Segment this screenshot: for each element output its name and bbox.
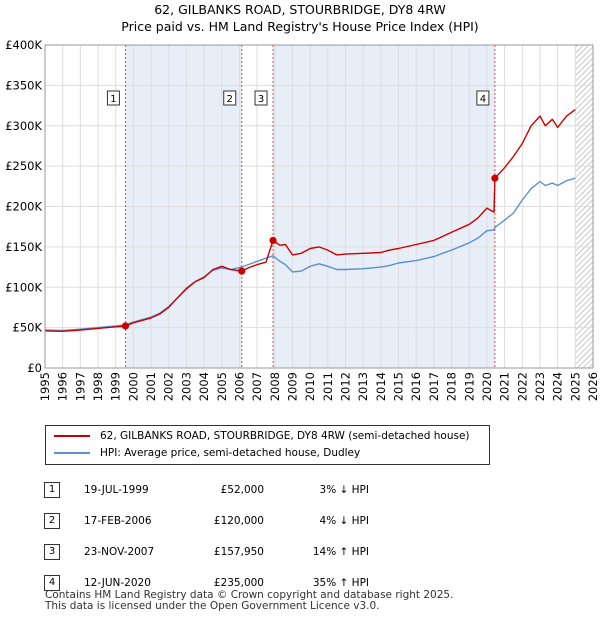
legend-label-property: 62, GILBANKS ROAD, STOURBRIDGE, DY8 4RW … (100, 430, 470, 442)
x-tick-label: 2006 (232, 372, 246, 401)
sale-number: 1 (44, 481, 60, 498)
y-tick-label: £150K (5, 240, 42, 254)
sale-label-box (106, 90, 120, 106)
x-tick-label: 2004 (197, 372, 211, 401)
sale-date: 19-JUL-1999 (84, 483, 149, 496)
x-tick-label: 1997 (73, 372, 87, 401)
legend-label-hpi: HPI: Average price, semi-detached house,… (100, 447, 361, 459)
sale-date: 12-JUN-2020 (84, 576, 151, 589)
x-tick-label: 1998 (91, 372, 105, 401)
x-tick-label: 2021 (498, 372, 512, 401)
sale-number: 2 (44, 512, 60, 529)
sale-label-box (223, 90, 237, 106)
table-row: 1 19-JUL-1999 £52,000 3% ↓ HPI (44, 474, 369, 505)
table-row: 3 23-NOV-2007 £157,950 14% ↑ HPI (44, 536, 369, 567)
y-tick-label: £50K (13, 321, 43, 335)
x-tick-label: 1996 (56, 372, 70, 401)
x-tick-label: 2007 (250, 372, 264, 401)
x-tick-label: 2022 (515, 372, 529, 401)
sale-point (121, 322, 130, 330)
x-tick-label: 1999 (109, 372, 123, 401)
sale-price: £120,000 (213, 514, 264, 527)
x-tick-label: 2015 (392, 372, 406, 401)
x-tick-label: 2010 (303, 372, 317, 401)
sale-label-box (476, 90, 490, 106)
legend-item-property: 62, GILBANKS ROAD, STOURBRIDGE, DY8 4RW … (54, 430, 470, 442)
y-tick-label: £250K (5, 159, 42, 173)
sale-price: £235,000 (213, 576, 264, 589)
x-tick-label: 2025 (568, 372, 582, 401)
sale-label-number: 1 (110, 94, 116, 105)
sale-date: 23-NOV-2007 (84, 545, 155, 558)
sale-price: £52,000 (220, 483, 264, 496)
sale-label-number: 4 (480, 94, 486, 105)
x-tick-label: 2012 (339, 372, 353, 401)
x-tick-label: 1995 (38, 372, 52, 401)
sale-number: 4 (44, 574, 60, 591)
x-tick-label: 2008 (268, 372, 282, 401)
sale-hpi-change: 3% ↓ HPI (319, 483, 369, 496)
y-tick-label: £0 (27, 361, 42, 375)
legend-swatch-property (54, 435, 90, 437)
footer-licence: This data is licensed under the Open Gov… (45, 600, 380, 612)
x-tick-label: 2000 (126, 372, 140, 401)
sale-hpi-change: 14% ↑ HPI (312, 545, 369, 558)
legend-item-hpi: HPI: Average price, semi-detached house,… (54, 447, 360, 459)
sale-label-number: 3 (258, 94, 264, 105)
x-tick-label: 2019 (462, 372, 476, 401)
legend: 62, GILBANKS ROAD, STOURBRIDGE, DY8 4RW … (45, 425, 490, 465)
property-line (44, 109, 576, 332)
sale-point (238, 267, 246, 275)
x-tick-label: 2003 (179, 372, 193, 401)
x-tick-label: 2023 (533, 372, 547, 401)
y-tick-label: £100K (5, 280, 42, 294)
x-tick-label: 2026 (586, 372, 600, 401)
x-tick-label: 2001 (144, 372, 158, 401)
sale-hpi-change: 4% ↓ HPI (319, 514, 369, 527)
sale-point (269, 236, 277, 245)
x-tick-label: 2013 (356, 372, 370, 401)
x-tick-label: 2016 (409, 372, 423, 401)
footer-copyright: Contains HM Land Registry data © Crown c… (45, 589, 454, 601)
sale-hpi-change: 35% ↑ HPI (312, 576, 369, 589)
chart-subtitle: Price paid vs. HM Land Registry's House … (121, 19, 479, 34)
sale-label-number: 2 (227, 94, 233, 105)
sale-price: £157,950 (213, 545, 264, 558)
y-tick-label: £300K (5, 119, 42, 133)
sale-date: 17-FEB-2006 (84, 514, 152, 527)
x-tick-label: 2024 (551, 372, 565, 401)
chart-title: 62, GILBANKS ROAD, STOURBRIDGE, DY8 4RW (154, 2, 446, 17)
table-row: 4 12-JUN-2020 £235,000 35% ↑ HPI (44, 567, 369, 598)
price-chart-svg: £0 £50K £100K £150K £200K £250K £300K £350K £400… (5, 38, 600, 401)
x-tick-label: 2002 (162, 372, 176, 401)
x-tick-label: 2017 (427, 372, 441, 401)
sale-number: 3 (44, 543, 60, 560)
plot-frame (44, 44, 594, 369)
footer: Contains HM Land Registry data © Crown c… (45, 590, 453, 612)
x-tick-label: 2014 (374, 372, 388, 401)
x-tick-label: 2005 (215, 372, 229, 401)
sale-label-box (254, 90, 268, 106)
y-tick-label: £200K (5, 200, 42, 214)
x-tick-label: 2020 (480, 372, 494, 401)
legend-swatch-hpi (54, 452, 90, 454)
sale-point (491, 174, 499, 182)
x-tick-label: 2011 (321, 372, 335, 401)
x-tick-label: 2018 (445, 372, 459, 401)
x-tick-label: 2009 (285, 372, 299, 401)
y-tick-label: £350K (5, 78, 42, 92)
sales-table: 1 19-JUL-1999 £52,000 3% ↓ HPI 2 17-FEB-… (44, 474, 369, 598)
table-row: 2 17-FEB-2006 £120,000 4% ↓ HPI (44, 505, 369, 536)
y-tick-label: £400K (5, 38, 42, 52)
